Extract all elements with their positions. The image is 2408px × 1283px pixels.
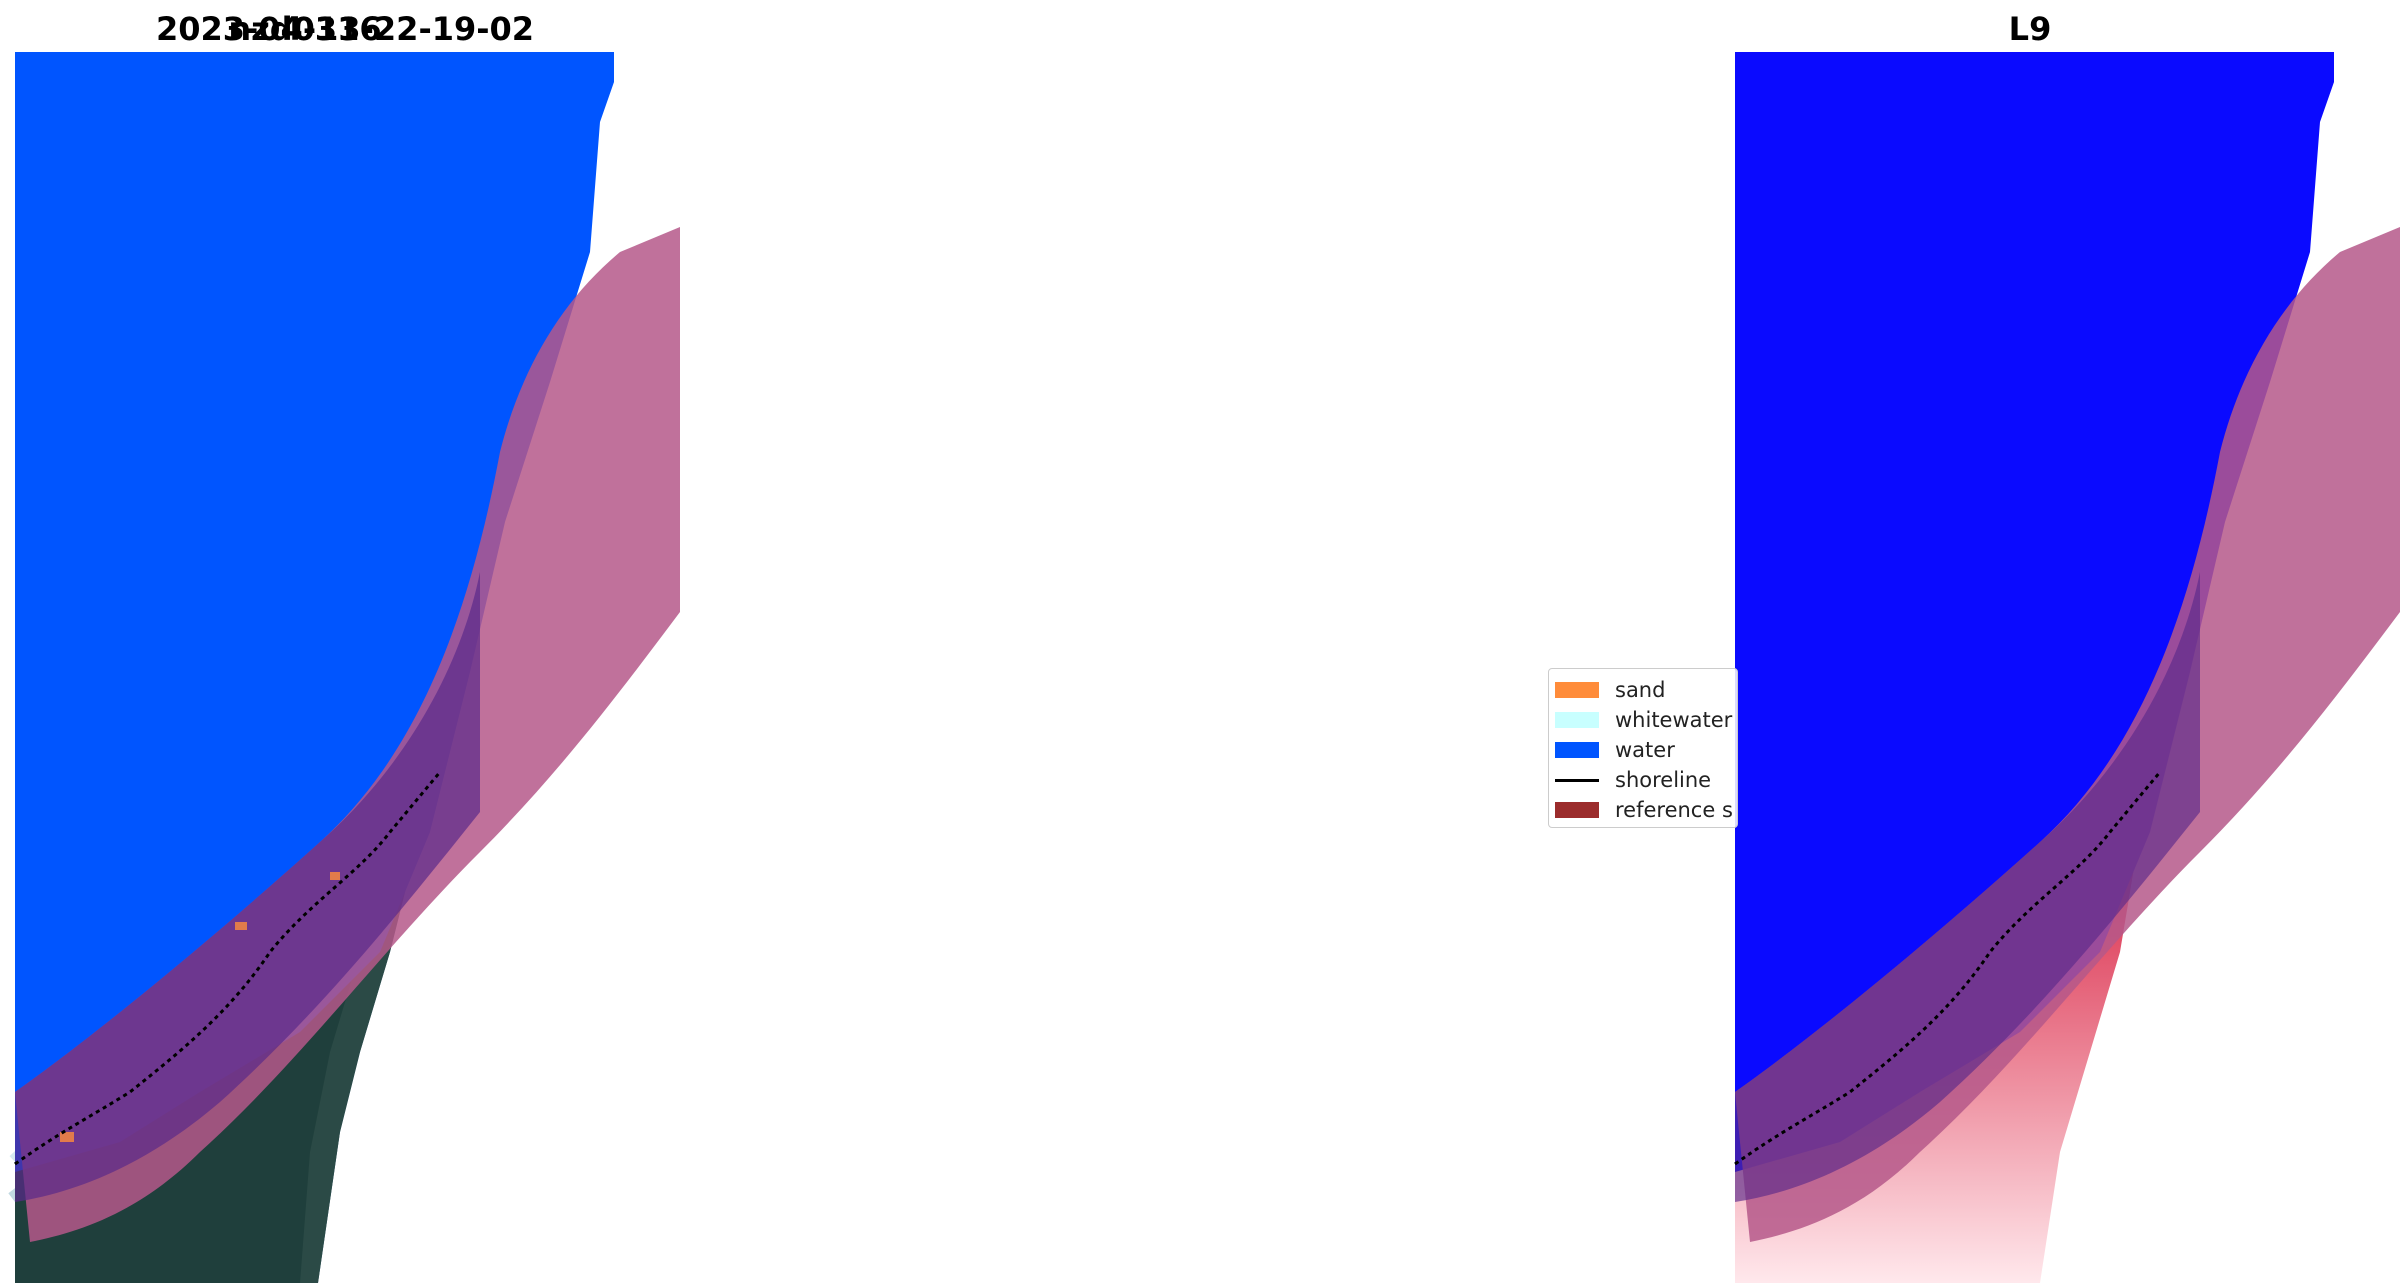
legend-swatch-sand: [1555, 682, 1599, 698]
legend-item-shoreline: shoreline: [1555, 765, 1737, 795]
legend-item-sand: sand: [1555, 675, 1737, 705]
legend-swatch-whitewater: [1555, 712, 1599, 728]
legend-label-shoreline: shoreline: [1615, 768, 1712, 792]
panel-title-classification: 2023-04-13-22-19-02: [155, 10, 535, 48]
legend: sand whitewater water shoreline referenc…: [1548, 668, 1738, 828]
legend-item-reference: reference s: [1555, 795, 1737, 825]
shoreline-index: [1734, 771, 2162, 1166]
panel-classification: 2023-04-13-22-19-02: [0, 0, 700, 1283]
panel-title-index: L9: [2008, 10, 2052, 48]
legend-label-whitewater: whitewater: [1615, 708, 1733, 732]
legend-label-reference: reference s: [1615, 798, 1733, 822]
legend-label-water: water: [1615, 738, 1675, 762]
index-image: [1734, 52, 2400, 1283]
classification-image: [14, 52, 680, 1283]
legend-label-sand: sand: [1615, 678, 1666, 702]
legend-swatch-reference: [1555, 802, 1599, 818]
panel-title-rgb: nzd0316: [228, 10, 382, 48]
legend-swatch-water: [1555, 742, 1599, 758]
legend-item-water: water: [1555, 735, 1737, 765]
shoreline-classification: [14, 771, 442, 1166]
legend-item-whitewater: whitewater: [1555, 705, 1737, 735]
panel-index: L9: [1720, 0, 2408, 1283]
legend-line-shoreline: [1555, 778, 1599, 782]
